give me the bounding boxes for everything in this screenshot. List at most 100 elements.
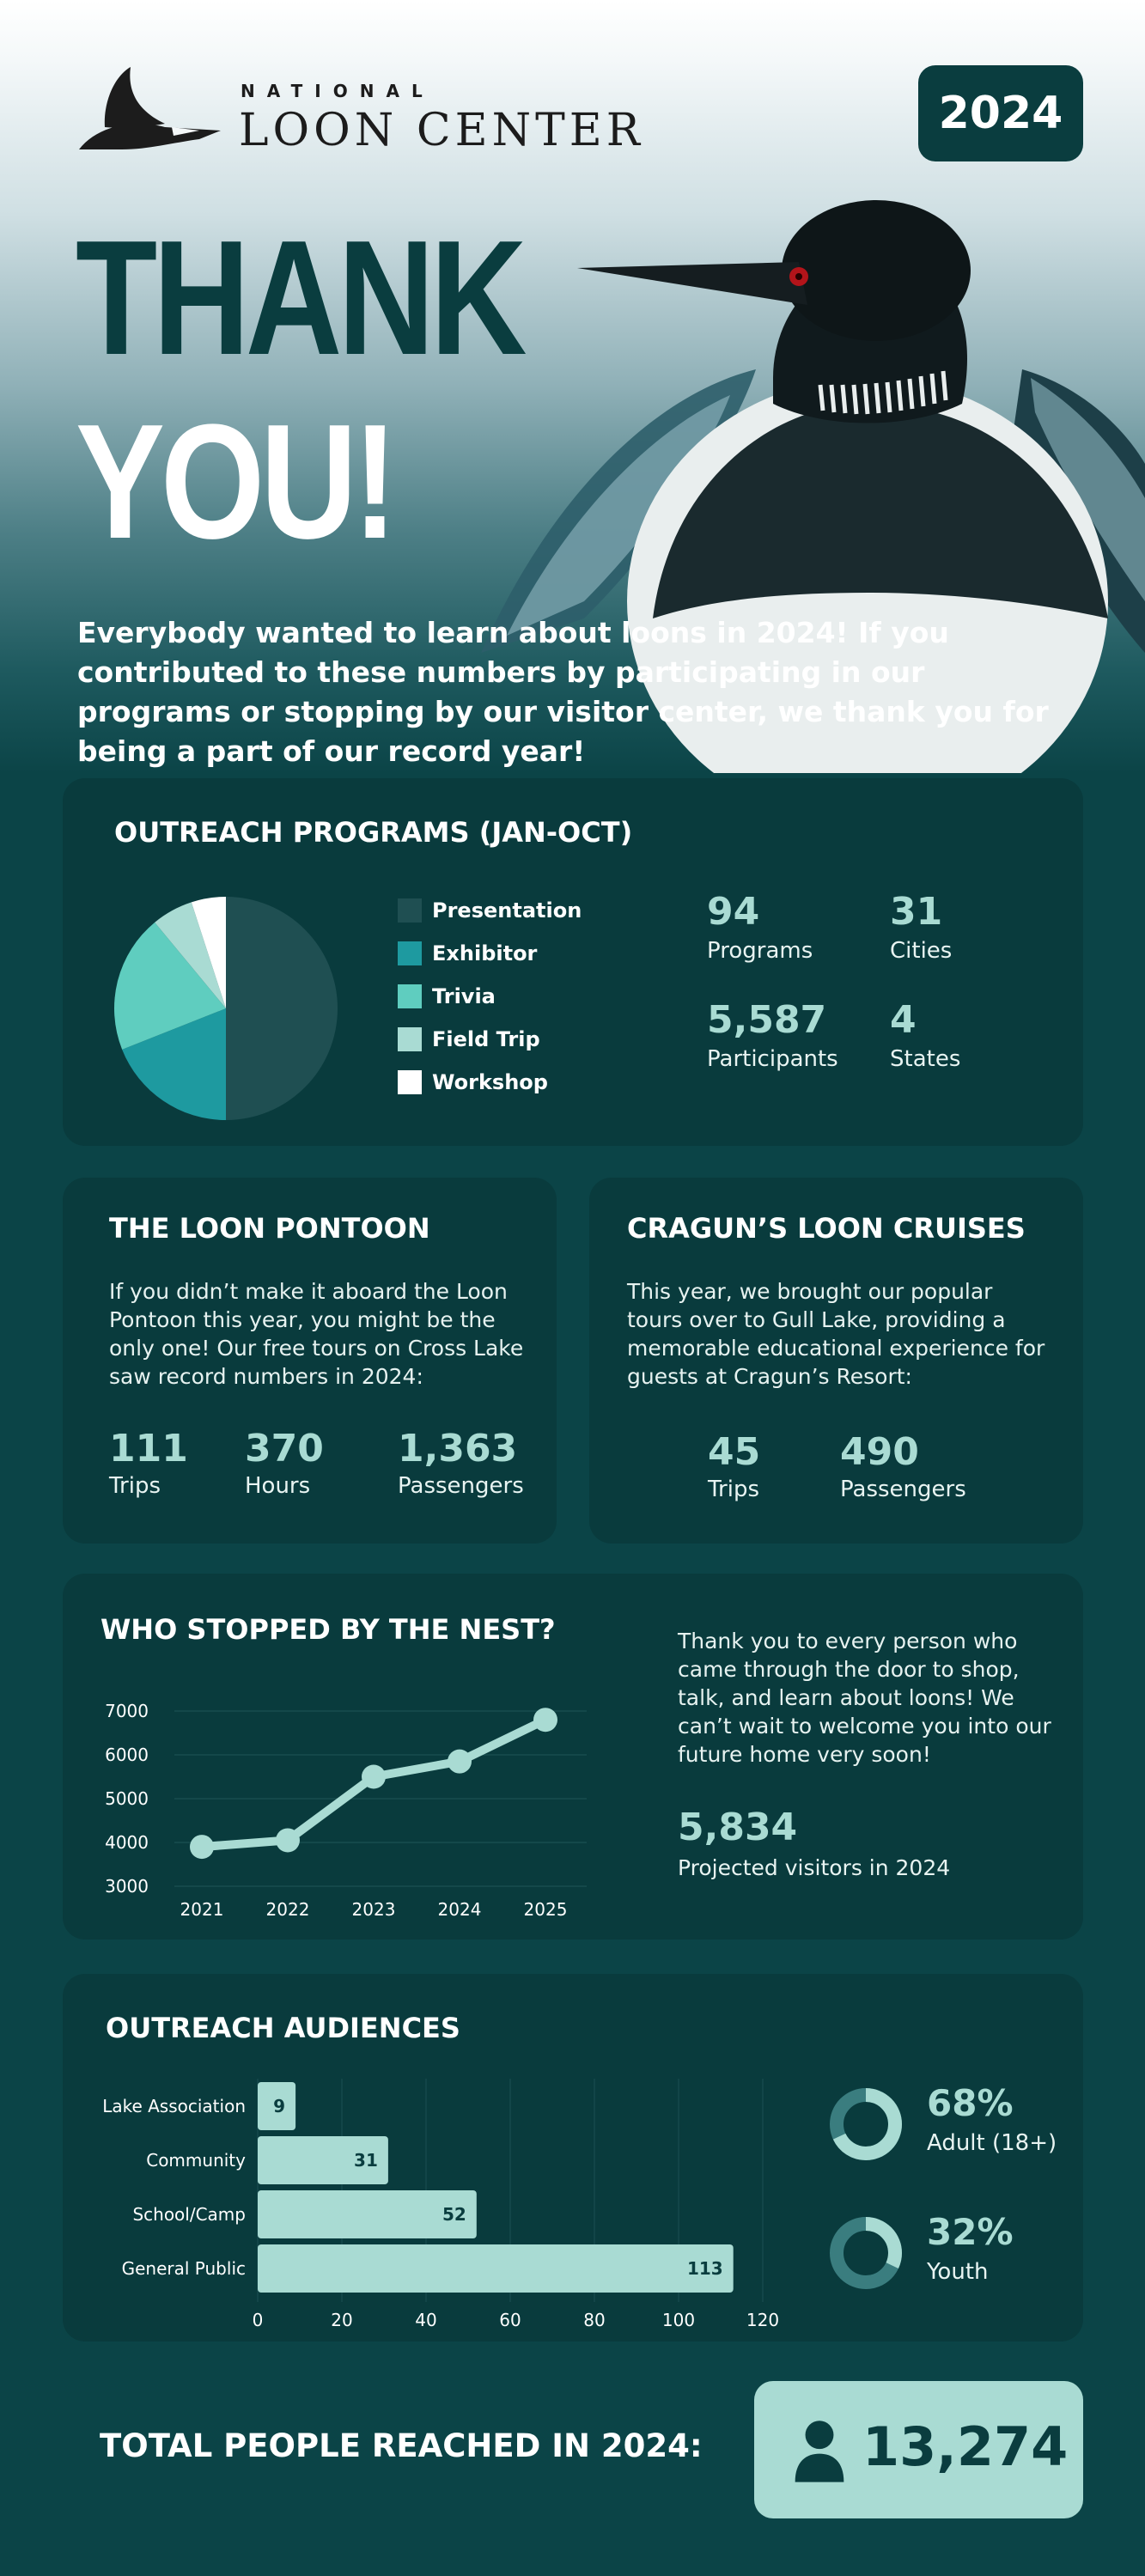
x-tick-label: 20	[331, 2310, 352, 2330]
year-badge: 2024	[918, 65, 1083, 161]
total-card: 13,274	[754, 2381, 1083, 2518]
stat-participants-label: Participants	[707, 1046, 838, 1072]
donut-youth	[830, 2217, 902, 2289]
pontoon-passengers-label: Passengers	[398, 1473, 524, 1499]
x-tick-label: 40	[415, 2310, 436, 2330]
stat-programs-label: Programs	[707, 938, 813, 964]
loon-logo-icon	[79, 67, 221, 149]
bar-value-label: 113	[687, 2258, 723, 2279]
cragun-passengers-label: Passengers	[840, 1477, 966, 1502]
x-tick-label: 2024	[438, 1899, 482, 1920]
bar-lake-association	[258, 2082, 296, 2130]
projected-visitors-value: 5,834	[678, 1806, 798, 1849]
pontoon-hours-label: Hours	[245, 1473, 311, 1499]
y-tick-label: 4000	[105, 1832, 149, 1853]
pie-slice-trivia	[114, 922, 226, 1050]
legend-swatch	[398, 984, 422, 1008]
y-tick-label: 7000	[105, 1701, 149, 1721]
bar-general-public	[258, 2244, 734, 2293]
pie-slice-presentation	[226, 897, 338, 1120]
x-tick-label: 2021	[180, 1899, 224, 1920]
bar-school-camp	[258, 2190, 477, 2238]
outreach-pie-chart	[114, 897, 338, 1120]
donut-fill	[830, 2088, 902, 2160]
x-tick-label: 2022	[266, 1899, 310, 1920]
adult-label: Adult (18+)	[927, 2130, 1057, 2156]
category-label: General Public	[122, 2258, 246, 2279]
x-tick-label: 120	[746, 2310, 779, 2330]
brand-logo: NATIONAL LOON CENTER	[70, 67, 655, 161]
cragun-title: CRAGUN’S LOON CRUISES	[627, 1212, 1026, 1245]
pie-slice-workshop	[191, 897, 226, 1008]
cragun-card: CRAGUN’S LOON CRUISES This year, we brou…	[589, 1178, 1083, 1544]
legend-swatch	[398, 898, 422, 923]
nest-text: Thank you to every person who came throu…	[678, 1629, 1051, 1767]
intro-text: Everybody wanted to learn about loons in…	[77, 616, 1049, 768]
loon-pontoon-card: THE LOON PONTOON If you didn’t make it a…	[63, 1178, 557, 1544]
youth-label: Youth	[927, 2259, 989, 2285]
hero-banner: NATIONAL LOON CENTER 2024 THANK YOU! Eve…	[0, 0, 1145, 773]
pontoon-hours-value: 370	[245, 1427, 324, 1471]
x-tick-label: 60	[499, 2310, 521, 2330]
data-point-2022	[276, 1828, 300, 1853]
stat-cities-value: 31	[890, 890, 943, 934]
legend-swatch	[398, 1070, 422, 1094]
pontoon-trips-label: Trips	[109, 1473, 161, 1499]
person-icon	[795, 2421, 844, 2482]
pie-slice-exhibitor	[122, 1008, 226, 1120]
youth-percent: 32%	[927, 2211, 1014, 2253]
x-tick-label: 100	[662, 2310, 695, 2330]
category-label: Lake Association	[102, 2096, 246, 2116]
stat-states-label: States	[890, 1046, 961, 1072]
legend-label: Presentation	[432, 898, 582, 923]
loon-pontoon-title: THE LOON PONTOON	[109, 1212, 430, 1245]
y-tick-label: 6000	[105, 1745, 149, 1765]
bar-value-label: 9	[273, 2096, 285, 2116]
bar-value-label: 52	[442, 2204, 466, 2225]
nest-card: WHO STOPPED BY THE NEST? 3000 4000 5000 600…	[63, 1574, 1083, 1940]
donut-fill	[830, 2217, 902, 2289]
legend-item-presentation: Presentation	[398, 898, 582, 923]
legend-label: Exhibitor	[432, 941, 538, 965]
outreach-programs-title: OUTREACH PROGRAMS (JAN-OCT)	[114, 816, 633, 849]
bar-community	[258, 2136, 388, 2184]
data-point-2025	[533, 1708, 557, 1733]
pie-slice-field-trip	[155, 902, 226, 1008]
y-tick-label: 5000	[105, 1788, 149, 1809]
legend-item-workshop: Workshop	[398, 1070, 548, 1094]
cragun-text: This year, we brought our popular tours …	[627, 1279, 1045, 1389]
adult-percent: 68%	[927, 2082, 1014, 2124]
stat-cities-label: Cities	[890, 938, 953, 964]
loon-photo	[481, 200, 1145, 773]
legend-label: Workshop	[432, 1070, 548, 1094]
brand-loon-center: LOON CENTER	[239, 105, 644, 156]
outreach-programs-card: OUTREACH PROGRAMS (JAN-OCT) Presentation…	[63, 778, 1083, 1146]
cragun-trips-label: Trips	[708, 1477, 760, 1502]
legend-item-field-trip: Field Trip	[398, 1027, 540, 1051]
audiences-card: OUTREACH AUDIENCES 0 20 40 60 80 100 120 Lake A…	[63, 1974, 1083, 2342]
projected-visitors-label: Projected visitors in 2024	[678, 1855, 951, 1880]
legend-label: Field Trip	[432, 1027, 540, 1051]
legend-item-trivia: Trivia	[398, 984, 496, 1008]
nest-title: WHO STOPPED BY THE NEST?	[100, 1613, 556, 1646]
brand-national: NATIONAL	[241, 81, 435, 101]
total-label: TOTAL PEOPLE REACHED IN 2024:	[100, 2427, 703, 2464]
data-point-2021	[190, 1835, 214, 1860]
x-tick-label: 80	[583, 2310, 605, 2330]
title-thank: THANK	[76, 207, 527, 389]
category-label: Community	[146, 2150, 246, 2171]
visitors-line-chart: 3000 4000 5000 6000 7000 2021 2022 2023 2024 2025	[105, 1701, 587, 1920]
total-value: 13,274	[862, 2415, 1069, 2478]
audiences-bar-chart: 0 20 40 60 80 100 120 Lake Association 9 Communit…	[102, 2079, 779, 2330]
legend-label: Trivia	[432, 984, 496, 1008]
x-tick-label: 2023	[352, 1899, 396, 1920]
pontoon-trips-value: 111	[109, 1427, 188, 1471]
data-point-2023	[362, 1764, 386, 1789]
bar-value-label: 31	[354, 2150, 378, 2171]
donut-adult	[830, 2088, 902, 2160]
stat-participants-value: 5,587	[707, 998, 827, 1042]
data-point-2024	[448, 1749, 472, 1774]
cragun-trips-value: 45	[708, 1430, 761, 1474]
cragun-passengers-value: 490	[840, 1430, 919, 1474]
audiences-title: OUTREACH AUDIENCES	[106, 2012, 460, 2044]
